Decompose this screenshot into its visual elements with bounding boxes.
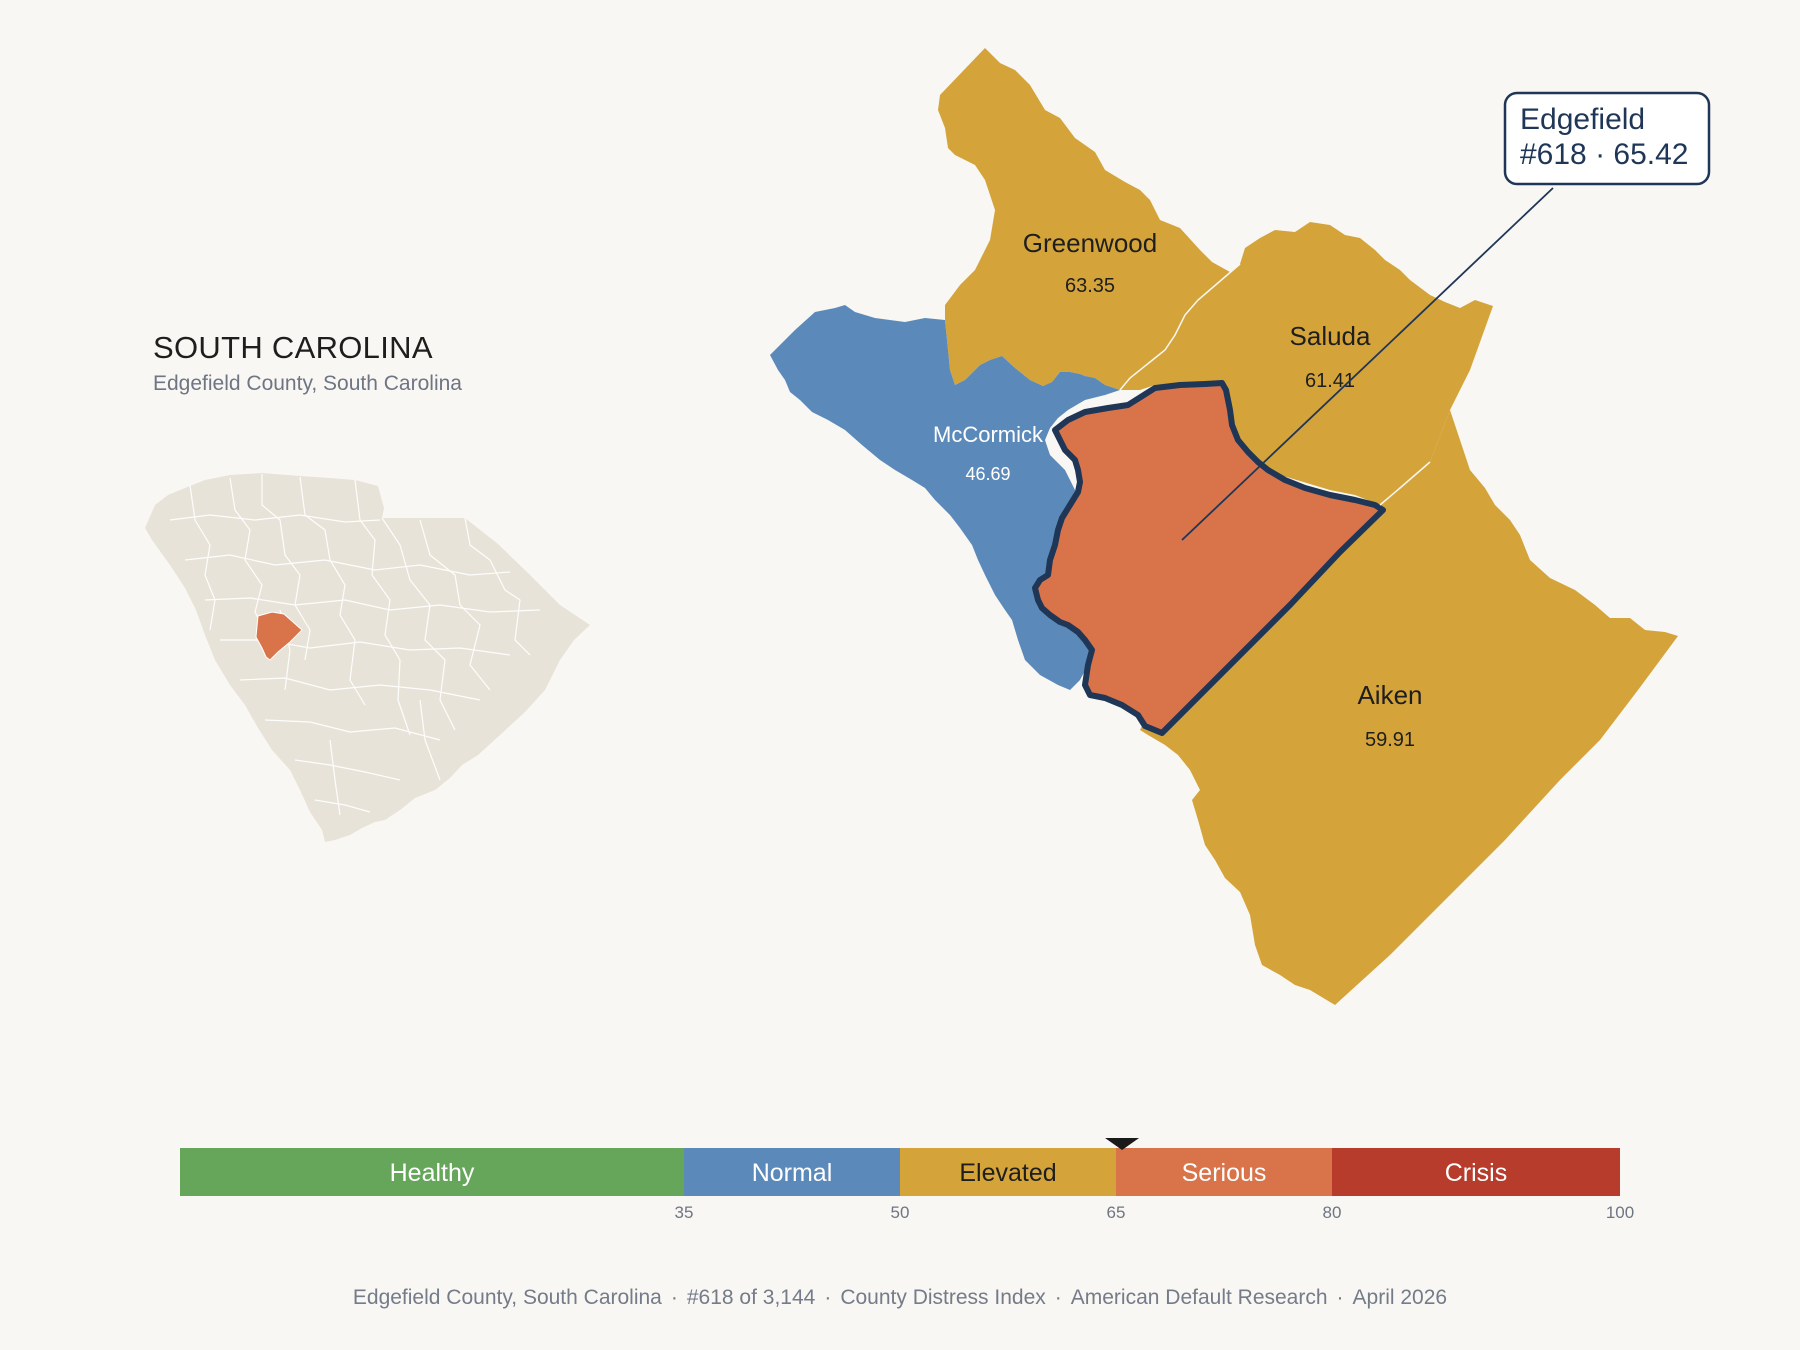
distress-scale: Healthy Normal Elevated Serious Crisis 35 50 65…	[180, 1138, 1634, 1222]
footer-index: County Distress Index	[840, 1286, 1046, 1309]
scale-label-elevated: Elevated	[959, 1159, 1056, 1187]
locator-state-title: SOUTH CAROLINA	[153, 330, 433, 365]
scale-marker-icon	[1105, 1138, 1140, 1150]
callout-box	[1503, 91, 1711, 186]
footer-separator: ·	[670, 1286, 678, 1309]
regional-map	[770, 48, 1678, 1005]
footer: Edgefield County, South Carolina · #618 of…	[0, 1286, 1800, 1310]
county-saluda	[1120, 222, 1493, 505]
scale-label-serious: Serious	[1182, 1159, 1267, 1187]
locator-map	[145, 473, 590, 842]
label-mccormick-value: 46.69	[965, 464, 1010, 484]
scale-label-normal: Normal	[752, 1159, 833, 1187]
footer-separator: ·	[824, 1286, 832, 1309]
label-mccormick-name: McCormick	[933, 422, 1044, 447]
scale-tick-65: 65	[1107, 1203, 1126, 1222]
scale-label-crisis: Crisis	[1445, 1159, 1508, 1187]
county-greenwood	[938, 48, 1240, 390]
footer-source: American Default Research	[1070, 1286, 1328, 1309]
county-borders	[1119, 263, 1431, 506]
scale-label-healthy: Healthy	[390, 1159, 475, 1187]
scale-band-serious	[1116, 1148, 1332, 1196]
label-saluda-value: 61.41	[1305, 370, 1355, 392]
callout-rank-score: #618 · 65.42	[1520, 138, 1688, 171]
locator-edgefield-highlight	[255, 611, 303, 661]
county-edgefield	[1032, 380, 1386, 736]
footer-separator: ·	[1336, 1286, 1344, 1309]
locator-county-subtitle: Edgefield County, South Carolina	[153, 372, 462, 395]
edgefield-callout: Edgefield #618 · 65.42	[1181, 91, 1711, 541]
locator-state-shape	[145, 473, 590, 842]
label-greenwood-value: 63.35	[1065, 275, 1115, 297]
county-aiken	[1140, 410, 1678, 1005]
footer-rank: #618 of 3,144	[686, 1286, 816, 1309]
label-aiken-value: 59.91	[1365, 729, 1415, 751]
scale-band-crisis	[1332, 1148, 1620, 1196]
scale-band-normal	[684, 1148, 900, 1196]
scale-tick-35: 35	[675, 1203, 694, 1222]
scale-tick-50: 50	[891, 1203, 910, 1222]
label-saluda-name: Saluda	[1290, 321, 1371, 351]
county-labels: Greenwood 63.35 Saluda 61.41 McCormick 4…	[933, 228, 1423, 751]
callout-county-name: Edgefield	[1520, 103, 1645, 136]
callout-leader-line	[1181, 187, 1554, 541]
scale-band-healthy	[180, 1148, 684, 1196]
footer-date: April 2026	[1352, 1286, 1448, 1309]
scale-band-elevated	[900, 1148, 1116, 1196]
scale-tick-80: 80	[1323, 1203, 1342, 1222]
footer-separator: ·	[1054, 1286, 1062, 1309]
label-aiken-name: Aiken	[1357, 680, 1422, 710]
scale-tick-100: 100	[1606, 1203, 1634, 1222]
county-mccormick	[770, 305, 1120, 690]
footer-county: Edgefield County, South Carolina	[352, 1286, 662, 1309]
label-greenwood-name: Greenwood	[1023, 228, 1157, 258]
